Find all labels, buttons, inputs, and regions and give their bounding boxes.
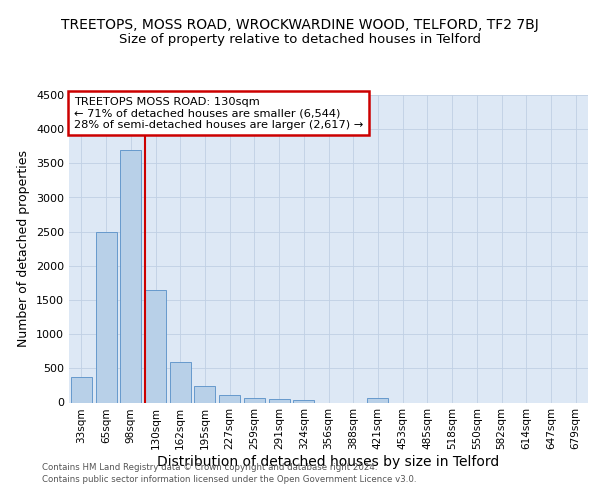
Bar xyxy=(120,150,141,402)
Bar xyxy=(95,232,116,402)
Text: Size of property relative to detached houses in Telford: Size of property relative to detached ho… xyxy=(119,32,481,46)
Bar xyxy=(269,399,290,402)
Bar xyxy=(170,362,191,403)
X-axis label: Distribution of detached houses by size in Telford: Distribution of detached houses by size … xyxy=(157,455,500,469)
Bar xyxy=(293,400,314,402)
Bar xyxy=(194,386,215,402)
Bar xyxy=(219,395,240,402)
Text: TREETOPS, MOSS ROAD, WROCKWARDINE WOOD, TELFORD, TF2 7BJ: TREETOPS, MOSS ROAD, WROCKWARDINE WOOD, … xyxy=(61,18,539,32)
Bar xyxy=(367,398,388,402)
Bar xyxy=(71,377,92,402)
Bar xyxy=(145,290,166,403)
Y-axis label: Number of detached properties: Number of detached properties xyxy=(17,150,31,347)
Text: Contains HM Land Registry data © Crown copyright and database right 2024.: Contains HM Land Registry data © Crown c… xyxy=(42,462,377,471)
Text: Contains public sector information licensed under the Open Government Licence v3: Contains public sector information licen… xyxy=(42,475,416,484)
Text: TREETOPS MOSS ROAD: 130sqm
← 71% of detached houses are smaller (6,544)
28% of s: TREETOPS MOSS ROAD: 130sqm ← 71% of deta… xyxy=(74,96,364,130)
Bar xyxy=(244,398,265,402)
